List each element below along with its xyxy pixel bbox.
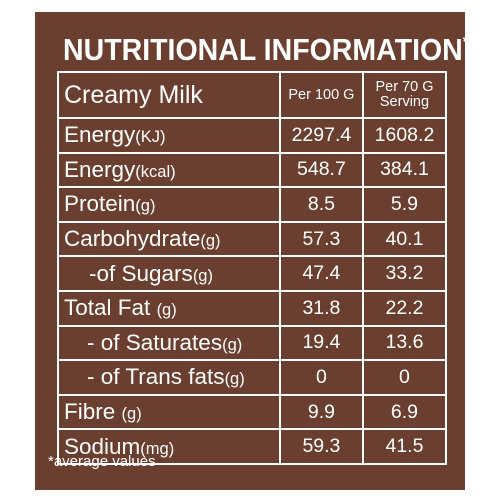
nutrient-name: - of Trans fats [87,364,225,390]
value-per-70g: 384.1 [361,151,448,189]
nutrition-panel: NUTRITIONAL INFORMATION* Creamy Milk Per… [35,12,469,490]
value-per-100g: 2297.4 [278,117,364,154]
nutrient-name: Energy [64,122,136,148]
value-per-70g: 33.2 [361,255,448,292]
table-row-total-fat: Total Fat (g) 31.8 22.2 [57,289,448,327]
table-row-energy-kj: Energy(KJ) 2297.4 1608.2 [57,117,448,154]
value-per-100g: 59.3 [278,428,364,465]
nutrient-name: Fibre [64,399,116,425]
nutrient-name: Carbohydrate [64,226,201,252]
nutrient-label: - of Saturates(g) [57,324,281,362]
nutrient-name: Protein [64,191,136,217]
nutrient-name: Energy [64,156,136,182]
table-row-sodium: Sodium(mg) 59.3 41.5 [57,428,448,465]
value-per-70g: 13.6 [361,324,448,362]
nutrient-label: -of Sugars(g) [57,255,281,292]
table-row-fibre: Fibre (g) 9.9 6.9 [57,393,448,431]
value-per-70g: 0 [361,359,448,396]
value-per-70g: 40.1 [361,220,448,258]
value-per-70g: 5.9 [361,186,448,223]
table-header-row: Creamy Milk Per 100 G Per 70 G Serving [57,71,448,119]
nutrient-name: Sodium [64,433,141,459]
panel-title: NUTRITIONAL INFORMATION* [63,32,469,68]
nutrient-label: Sodium(mg) [57,428,281,465]
col-header-per-70g-line1: Per 70 G [375,79,434,95]
nutrient-label: Energy(kcal) [57,151,281,189]
product-name: Creamy Milk [57,71,281,119]
value-per-100g: 0 [278,359,364,396]
nutrient-unit: (KJ) [135,128,166,147]
value-per-100g: 31.8 [278,289,364,327]
col-header-per-100g: Per 100 G [278,71,364,119]
nutrient-label: Fibre (g) [57,393,281,431]
table-row-carbohydrate: Carbohydrate(g) 57.3 40.1 [57,220,448,258]
nutrient-unit: (g) [135,197,156,216]
nutrient-unit: (g) [121,405,142,424]
value-per-70g: 1608.2 [361,117,448,154]
nutrient-name: -of Sugars [89,260,193,286]
title-text: NUTRITIONAL INFORMATION [63,32,463,67]
value-per-100g: 8.5 [278,186,364,223]
nutrition-table: Creamy Milk Per 100 G Per 70 G Serving En… [57,71,448,465]
nutrient-label: Energy(KJ) [57,117,281,154]
value-per-100g: 57.3 [278,220,364,258]
value-per-70g: 41.5 [361,428,448,465]
nutrient-unit: (mg) [140,439,175,458]
table-row-saturates: - of Saturates(g) 19.4 13.6 [57,324,448,362]
value-per-70g: 6.9 [361,393,448,431]
nutrient-unit: (g) [156,301,177,320]
value-per-70g: 22.2 [361,289,448,327]
table-row-sugars: -of Sugars(g) 47.4 33.2 [57,255,448,292]
nutrient-label: Carbohydrate(g) [57,220,281,258]
value-per-100g: 9.9 [278,393,364,431]
nutrient-name: Total Fat [64,295,151,321]
nutrient-unit: (g) [224,370,245,389]
nutrient-unit: (g) [222,335,243,354]
table-row-energy-kcal: Energy(kcal) 548.7 384.1 [57,151,448,189]
table-row-trans-fats: - of Trans fats(g) 0 0 [57,359,448,396]
col-header-per-70g-line2: Serving [379,94,430,110]
nutrient-name: - of Saturates [87,329,223,355]
value-per-100g: 548.7 [278,151,364,189]
title-asterisk: * [462,33,469,51]
footnote: *average values [48,453,156,470]
value-per-100g: 19.4 [278,324,364,362]
nutrient-label: - of Trans fats(g) [57,359,281,396]
nutrient-label: Protein(g) [57,186,281,223]
nutrient-unit: (kcal) [135,162,176,181]
value-per-100g: 47.4 [278,255,364,292]
nutrient-unit: (g) [192,266,213,285]
col-header-per-70g: Per 70 G Serving [361,71,448,119]
nutrient-unit: (g) [200,232,221,251]
nutrient-label: Total Fat (g) [57,289,281,327]
table-row-protein: Protein(g) 8.5 5.9 [57,186,448,223]
